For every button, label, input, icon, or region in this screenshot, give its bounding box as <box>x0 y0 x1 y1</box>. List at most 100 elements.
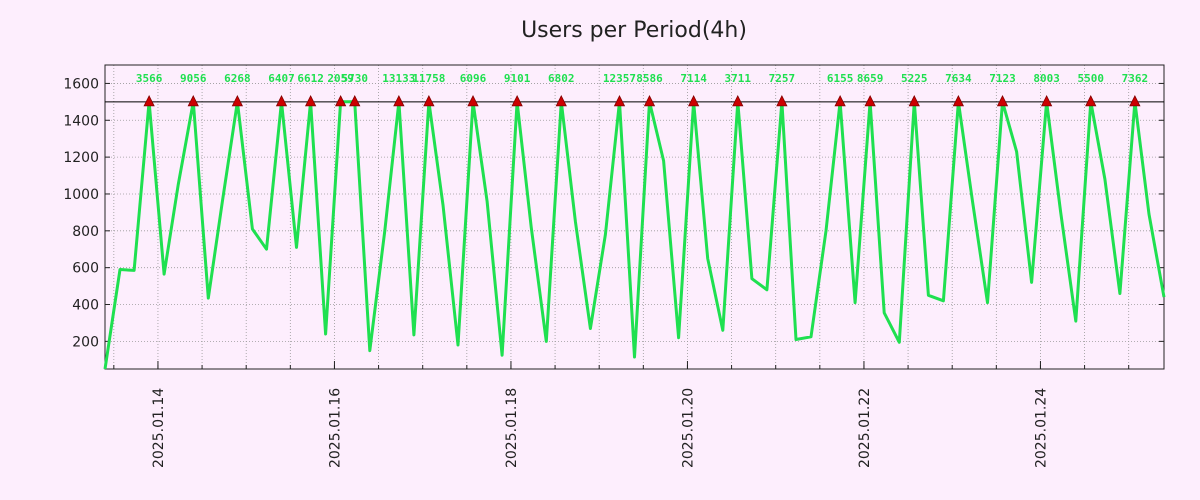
data-point <box>501 354 503 356</box>
data-point <box>677 336 679 338</box>
peak-label: 8586 <box>636 72 663 85</box>
y-tick-label: 200 <box>72 334 99 350</box>
peak-label: 12357 <box>603 72 636 85</box>
peak-marker <box>613 94 626 107</box>
data-point <box>442 204 444 206</box>
y-tick-label: 400 <box>72 298 99 314</box>
x-tick-label: 2025.01.20 <box>680 388 696 468</box>
y-tick-label: 1600 <box>63 76 99 92</box>
peak-marker <box>143 94 155 107</box>
x-tick-label: 2025.01.18 <box>504 388 520 468</box>
peak-label: 3566 <box>136 72 163 85</box>
data-point <box>1015 150 1017 152</box>
peak-label: 8003 <box>1033 72 1060 85</box>
peak-markers <box>143 94 1141 107</box>
peak-marker <box>996 94 1009 107</box>
peak-label: 6802 <box>548 72 575 85</box>
peak-label: 13133 <box>382 72 415 85</box>
y-tick-label: 600 <box>72 261 99 277</box>
peak-label: 2059 <box>327 72 354 85</box>
peak-label: 6612 <box>297 72 324 85</box>
peak-label: 8659 <box>857 72 884 85</box>
data-point <box>163 273 165 275</box>
data-point <box>825 230 827 232</box>
data-point <box>810 336 812 338</box>
peak-marker <box>393 94 405 107</box>
chart-title: Users per Period(4h) <box>521 18 747 43</box>
peak-marker <box>275 94 288 107</box>
peak-marker <box>187 94 199 107</box>
y-axis: 200 400 600 800 1000 1200 1400 1600 <box>63 76 1164 350</box>
peak-label: 11758 <box>412 72 445 85</box>
data-point <box>545 340 547 342</box>
peak-marker <box>467 94 479 107</box>
data-point <box>1148 213 1150 215</box>
peak-marker <box>1085 94 1097 107</box>
peak-marker <box>511 94 523 107</box>
data-point <box>369 349 371 351</box>
data-point <box>986 301 988 303</box>
data-point <box>898 341 900 343</box>
data-point <box>177 184 179 186</box>
data-point <box>1030 281 1032 283</box>
peak-label: 9101 <box>504 72 531 85</box>
series-line-users <box>103 100 1166 370</box>
peak-marker <box>231 94 244 107</box>
data-point <box>1163 296 1165 298</box>
peak-label: 7257 <box>769 72 796 85</box>
peak-label: 7634 <box>945 72 972 85</box>
peak-marker <box>908 94 920 107</box>
data-point <box>722 329 724 331</box>
peak-marker <box>834 94 846 107</box>
peak-marker <box>1129 94 1141 107</box>
data-point <box>119 268 121 270</box>
peak-label: 3711 <box>725 72 752 85</box>
peak-label: 6096 <box>460 72 487 85</box>
data-point <box>251 228 253 230</box>
data-point <box>854 301 856 303</box>
peak-marker <box>776 94 788 107</box>
peak-marker <box>304 94 317 107</box>
data-point <box>971 200 973 202</box>
data-point <box>766 289 768 291</box>
peak-label: 5730 <box>341 72 368 85</box>
peak-marker <box>687 94 700 107</box>
data-points <box>104 101 1165 371</box>
data-point <box>589 327 591 329</box>
peak-marker <box>349 94 361 107</box>
peak-label: 6155 <box>827 72 854 85</box>
peak-label: 7362 <box>1122 72 1149 85</box>
data-point <box>265 248 267 250</box>
plot-frame <box>104 64 1165 370</box>
x-tick-label: 2025.01.16 <box>327 388 343 468</box>
data-point <box>1104 178 1106 180</box>
data-point <box>883 312 885 314</box>
peak-label: 7114 <box>680 72 707 85</box>
data-point <box>1075 320 1077 322</box>
data-point <box>751 278 753 280</box>
data-point <box>207 297 209 299</box>
data-point <box>1060 211 1062 213</box>
data-point <box>633 356 635 358</box>
data-point <box>413 334 415 336</box>
peak-label: 6407 <box>268 72 295 85</box>
y-tick-label: 1200 <box>63 150 99 166</box>
data-point <box>486 200 488 202</box>
data-point <box>574 220 576 222</box>
data-point <box>942 300 944 302</box>
peak-label: 5500 <box>1078 72 1105 85</box>
peak-marker <box>555 94 567 107</box>
peak-marker <box>423 94 435 107</box>
data-point <box>295 246 297 248</box>
data-point <box>384 230 386 232</box>
x-axis: 2025.01.14 2025.01.16 2025.01.18 2025.01.20… <box>113 361 1130 468</box>
peak-label: 9056 <box>180 72 207 85</box>
data-point <box>457 344 459 346</box>
peak-label: 7123 <box>989 72 1016 85</box>
peak-marker <box>732 94 744 107</box>
y-tick-label: 800 <box>72 224 99 240</box>
data-point <box>707 257 709 259</box>
data-point <box>104 368 106 370</box>
